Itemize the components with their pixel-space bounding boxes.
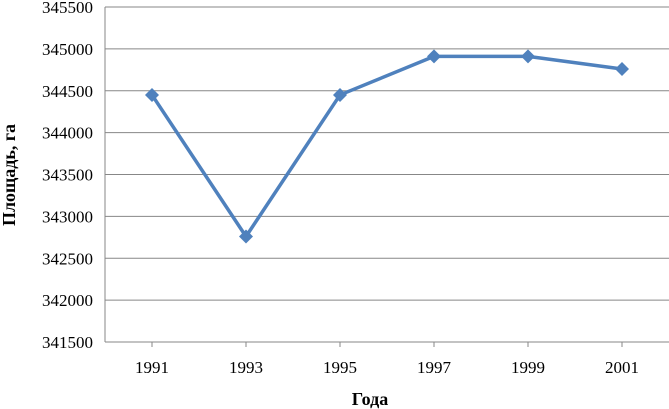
series-group: [145, 49, 629, 244]
y-tick-label: 342000: [42, 291, 93, 310]
x-tick-label: 1991: [135, 358, 169, 377]
y-tick-label: 345000: [42, 40, 93, 59]
y-tick-label: 345500: [42, 0, 93, 17]
data-point-1999: [521, 49, 535, 64]
y-tick-label: 343500: [42, 166, 93, 185]
y-tick-label: 344500: [42, 82, 93, 101]
x-tick-label: 1995: [323, 358, 357, 377]
data-point-1995: [333, 87, 347, 102]
y-tick-label: 342500: [42, 249, 93, 268]
x-tick-labels: 1991 1993 1995 1997 1999 2001: [135, 358, 639, 377]
data-point-1993: [239, 229, 253, 244]
gridlines: [105, 6, 669, 343]
x-tick-label: 1999: [511, 358, 545, 377]
x-tick-label: 1997: [417, 358, 452, 377]
data-point-1991: [145, 87, 159, 102]
y-tick-label: 341500: [42, 333, 93, 352]
x-tick-label: 1993: [229, 358, 263, 377]
y-tick-label: 343000: [42, 207, 93, 226]
series-line: [150, 54, 623, 239]
x-tick-label: 2001: [605, 358, 639, 377]
axes: [104, 7, 669, 347]
y-tick-labels: 341500 342000 342500 343000 343500 344000 3445…: [42, 0, 93, 352]
y-tick-label: 344000: [42, 124, 93, 143]
data-point-1997: [427, 49, 441, 64]
data-point-2001: [615, 61, 629, 76]
x-axis-title: Года: [352, 389, 388, 409]
y-axis-title: Площадь, га: [0, 124, 19, 226]
